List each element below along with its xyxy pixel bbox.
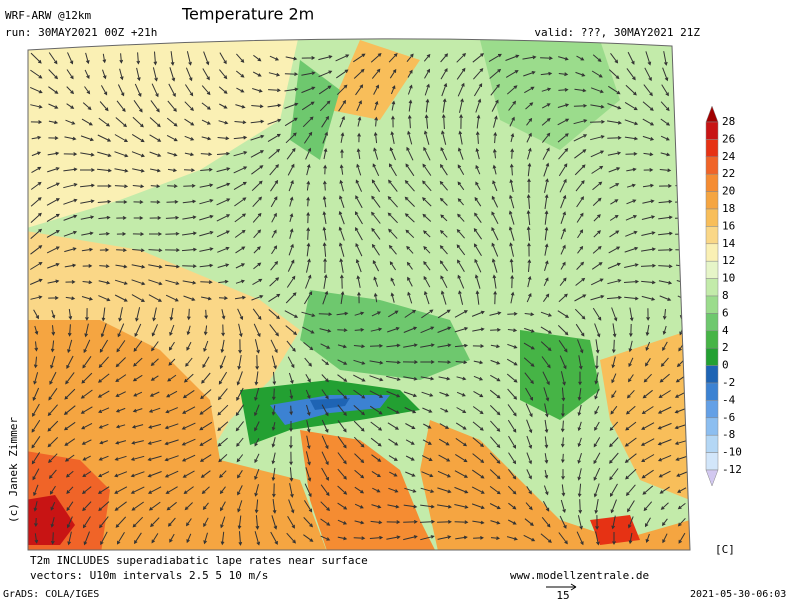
model-label: WRF-ARW @12km xyxy=(5,9,91,22)
colorbar-label: 16 xyxy=(722,219,735,232)
alps-cold xyxy=(270,395,390,425)
colorbar-box xyxy=(705,400,719,419)
colorbar-label: -12 xyxy=(722,463,742,476)
colorbar-label: -2 xyxy=(722,376,735,389)
central-europe xyxy=(300,290,470,380)
colorbar-label: 6 xyxy=(722,306,729,319)
colorbar-triangle xyxy=(705,469,719,487)
colorbar-label: 14 xyxy=(722,237,736,250)
colorbar-box xyxy=(705,313,719,332)
colorbar-label: 26 xyxy=(722,132,735,145)
norway-region xyxy=(290,60,340,160)
colorbar-box xyxy=(705,417,719,436)
colorbar-box xyxy=(705,347,719,366)
reference-vector: 15 xyxy=(556,589,569,600)
colorbar-box xyxy=(705,365,719,384)
colorbar-box xyxy=(705,330,719,349)
valid-label: valid: ???, 30MAY2021 21Z xyxy=(534,26,700,39)
colorbar-unit: [C] xyxy=(715,543,735,556)
colorbar-label: 8 xyxy=(722,289,729,302)
colorbar-triangle xyxy=(705,105,719,123)
map-area xyxy=(28,38,690,551)
colorbar-label: -4 xyxy=(722,393,736,406)
colorbar-box xyxy=(705,208,719,227)
scandinavia-warm xyxy=(330,40,420,120)
colorbar-label: -10 xyxy=(722,446,742,459)
colorbar-box xyxy=(705,382,719,401)
colorbar-box xyxy=(705,191,719,210)
iberia-hottest xyxy=(28,495,75,545)
colorbar-box xyxy=(705,295,719,314)
baltic-region xyxy=(480,40,620,150)
italy-region xyxy=(300,430,440,551)
footer-note: T2m INCLUDES superadiabatic lape rates n… xyxy=(30,554,368,567)
timestamp: 2021-05-30-06:03 xyxy=(690,589,786,600)
colorbar-label: 28 xyxy=(722,115,735,128)
colorbar-label: -8 xyxy=(722,428,735,441)
colorbar-box xyxy=(705,278,719,297)
colorbar-label: 12 xyxy=(722,254,735,267)
reference-arrowhead xyxy=(570,583,577,591)
colorbar-box xyxy=(705,173,719,192)
colorbar-box xyxy=(705,226,719,245)
colorbar-label: 4 xyxy=(722,324,729,337)
colorbar-label: 0 xyxy=(722,359,729,372)
alps-coldest xyxy=(310,398,350,410)
colorbar-label: 24 xyxy=(722,150,736,163)
colorbar-box xyxy=(705,243,719,262)
colorbar-box xyxy=(705,121,719,140)
colorbar-box xyxy=(705,434,719,453)
map-title: Temperature 2m xyxy=(181,5,314,24)
software: GrADS: COLA/IGES xyxy=(3,589,99,600)
website: www.modellzentrale.de xyxy=(510,569,649,582)
balkans-region xyxy=(420,420,690,551)
black-sea-region xyxy=(600,330,690,500)
copyright: (c) Janek Zimmer xyxy=(7,417,20,523)
colorbar-box xyxy=(705,156,719,175)
run-label: run: 30MAY2021 00Z +21h xyxy=(5,26,157,39)
colorbar-label: 20 xyxy=(722,185,735,198)
atlantic-north xyxy=(28,38,300,230)
colorbar-label: 2 xyxy=(722,341,729,354)
wind-vectors xyxy=(29,51,690,546)
colorbar-box xyxy=(705,260,719,279)
colorbar-box xyxy=(705,139,719,158)
map-frame xyxy=(27,38,691,551)
footer-vectors: vectors: U10m intervals 2.5 5 10 m/s xyxy=(30,569,268,582)
colorbar-label: -6 xyxy=(722,411,735,424)
colorbar-label: 22 xyxy=(722,167,735,180)
colorbar-label: 18 xyxy=(722,202,735,215)
turkey-hot xyxy=(590,515,640,545)
colorbar-label: 10 xyxy=(722,272,735,285)
colorbar-box xyxy=(705,452,719,471)
